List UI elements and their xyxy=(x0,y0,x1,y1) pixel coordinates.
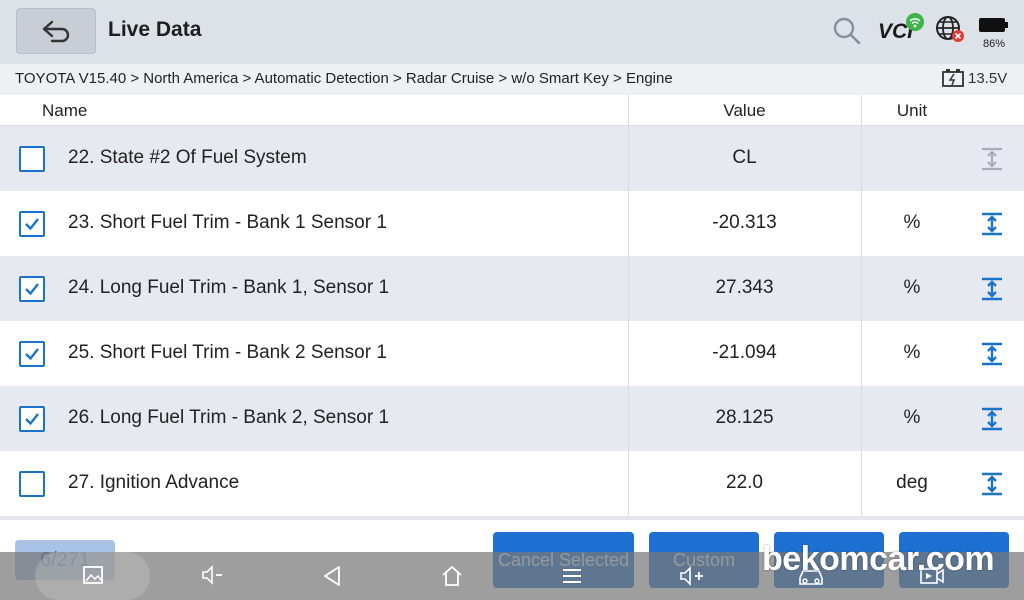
row-checkbox[interactable] xyxy=(19,341,45,367)
row-checkbox[interactable] xyxy=(19,211,45,237)
column-header-value: Value xyxy=(723,101,766,120)
checkmark-icon xyxy=(25,413,39,426)
row-checkbox[interactable] xyxy=(19,146,45,172)
table-row[interactable]: 24. Long Fuel Trim - Bank 1, Sensor 1 27… xyxy=(0,256,1024,321)
row-value: 22.0 xyxy=(726,472,763,493)
breadcrumb-bar: TOYOTA V15.40 > North America > Automati… xyxy=(0,64,1024,95)
volume-up-icon[interactable] xyxy=(678,564,706,588)
top-bar: Live Data VCI 86% xyxy=(0,0,1024,64)
row-name: 26. Long Fuel Trim - Bank 2, Sensor 1 xyxy=(68,407,390,428)
row-value: -20.313 xyxy=(712,212,777,233)
home-icon[interactable] xyxy=(440,564,464,588)
row-value: -21.094 xyxy=(712,342,777,363)
row-value: 27.343 xyxy=(715,277,774,298)
table-row[interactable]: 26. Long Fuel Trim - Bank 2, Sensor 1 28… xyxy=(0,386,1024,451)
table-row[interactable]: 27. Ignition Advance 22.0 deg xyxy=(0,451,1024,516)
row-name: 23. Short Fuel Trim - Bank 1 Sensor 1 xyxy=(68,212,387,233)
column-divider xyxy=(628,95,629,516)
voltage-reading: 13.5V xyxy=(968,70,1008,87)
graph-toggle-icon[interactable] xyxy=(978,211,1006,237)
row-name: 27. Ignition Advance xyxy=(68,472,240,493)
menu-icon[interactable] xyxy=(560,564,584,588)
system-nav-bar xyxy=(0,552,1024,600)
vci-wifi-icon: VCI xyxy=(878,12,926,48)
back-arrow-icon xyxy=(42,20,70,43)
row-unit: % xyxy=(903,342,921,363)
column-header-name: Name xyxy=(42,101,88,120)
search-icon[interactable] xyxy=(832,14,862,46)
graph-toggle-icon[interactable] xyxy=(978,406,1006,432)
table-row[interactable]: 22. State #2 Of Fuel System CL xyxy=(0,126,1024,191)
car-battery-icon xyxy=(942,69,964,87)
graph-toggle-icon[interactable] xyxy=(978,341,1006,367)
screenshot-icon[interactable] xyxy=(82,564,104,586)
table-row[interactable]: 25. Short Fuel Trim - Bank 2 Sensor 1 -2… xyxy=(0,321,1024,386)
globe-error-icon xyxy=(936,16,964,42)
table-bottom-divider xyxy=(0,516,1024,520)
column-header-unit: Unit xyxy=(896,101,928,120)
row-value: CL xyxy=(732,147,757,168)
row-unit: deg xyxy=(896,472,928,493)
row-unit: % xyxy=(903,212,921,233)
row-checkbox[interactable] xyxy=(19,276,45,302)
table-row[interactable]: 23. Short Fuel Trim - Bank 1 Sensor 1 -2… xyxy=(0,191,1024,256)
battery-percent: 86% xyxy=(983,38,1006,50)
checkmark-icon xyxy=(25,218,39,231)
back-button[interactable] xyxy=(16,8,96,54)
row-unit: % xyxy=(903,407,921,428)
back-nav-icon[interactable] xyxy=(320,564,344,588)
row-unit: % xyxy=(903,277,921,298)
graph-toggle-icon[interactable] xyxy=(978,146,1006,172)
graph-toggle-icon[interactable] xyxy=(978,276,1006,302)
watermark: bekomcar.com xyxy=(762,540,995,578)
column-divider xyxy=(861,95,862,516)
checkmark-icon xyxy=(25,348,39,361)
car-icon[interactable] xyxy=(796,564,826,588)
record-icon[interactable] xyxy=(918,564,946,588)
row-checkbox[interactable] xyxy=(19,471,45,497)
row-name: 24. Long Fuel Trim - Bank 1, Sensor 1 xyxy=(68,277,390,298)
table-header: Name Value Unit xyxy=(0,95,1024,126)
vci-label: VCI xyxy=(878,20,914,43)
volume-down-icon[interactable] xyxy=(200,564,226,586)
row-name: 25. Short Fuel Trim - Bank 2 Sensor 1 xyxy=(68,342,387,363)
page-title: Live Data xyxy=(108,18,202,41)
breadcrumb: TOYOTA V15.40 > North America > Automati… xyxy=(15,70,673,87)
battery-icon xyxy=(979,18,1008,32)
row-checkbox[interactable] xyxy=(19,406,45,432)
row-value: 28.125 xyxy=(715,407,774,428)
graph-toggle-icon[interactable] xyxy=(978,471,1006,497)
checkmark-icon xyxy=(25,283,39,296)
row-name: 22. State #2 Of Fuel System xyxy=(68,147,307,168)
